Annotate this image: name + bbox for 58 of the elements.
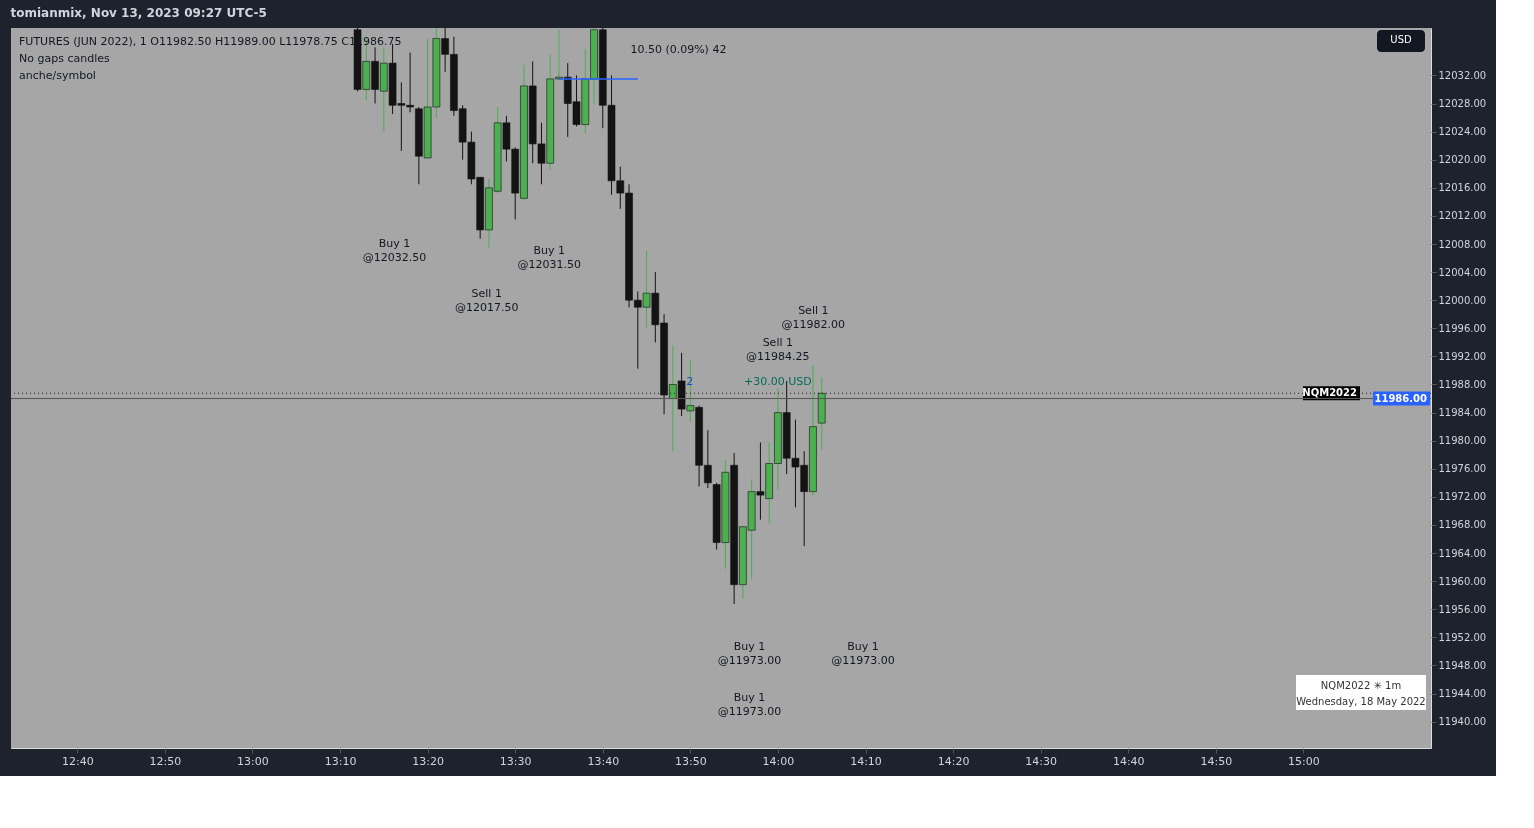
y-tick-label: 11952.00 [1438, 631, 1487, 643]
x-tick-label: 12:50 [149, 754, 182, 768]
y-tick-label: 11984.00 [1438, 407, 1487, 419]
x-tick-label: 14:10 [850, 754, 882, 768]
annotation: 10.50 (0.09%) 42 [630, 42, 727, 56]
y-tick-label: 11968.00 [1438, 519, 1487, 531]
text: tomianmix, Nov 13, 2023 09:27 UTC-5 [10, 5, 267, 20]
x-tick-label: 13:00 [237, 754, 269, 768]
text: No gaps candles [19, 52, 110, 65]
x-tick-label: 13:50 [675, 754, 707, 768]
x-tick-label: 13:30 [499, 754, 532, 768]
y-tick-label: 12008.00 [1438, 238, 1487, 250]
y-tick-label: 11980.00 [1438, 435, 1487, 447]
annotation: Wednesday, 18 May 2022 [1296, 696, 1426, 707]
y-tick-label: 12028.00 [1438, 98, 1487, 110]
x-tick-label: 12:40 [61, 754, 94, 768]
x-tick-label: 14:30 [1025, 754, 1058, 768]
y-tick-label: 11960.00 [1438, 575, 1487, 587]
annotation: USD [1390, 34, 1412, 45]
x-tick-label: 13:40 [587, 754, 620, 768]
x-tick-label: 13:10 [324, 754, 357, 768]
y-tick-label: 11972.00 [1438, 491, 1487, 503]
annotation: Buy 1 @12031.50 [517, 244, 581, 272]
y-tick-label: 11988.00 [1438, 378, 1487, 390]
annotation: Buy 1 @11973.00 [831, 640, 895, 668]
y-tick-label: 11964.00 [1438, 547, 1487, 559]
x-tick-label: 15:00 [1288, 754, 1320, 768]
annotation: 2 [686, 375, 694, 389]
y-tick-label: 11976.00 [1438, 463, 1487, 475]
ref-line-label: NQM2022 [1302, 387, 1358, 399]
x-tick-label: 14:00 [762, 754, 795, 768]
x-tick-label: 13:20 [412, 754, 444, 768]
y-tick-label: 12032.00 [1438, 69, 1487, 81]
y-tick-label: 12012.00 [1438, 210, 1487, 222]
annotation: Buy 1 @12032.50 [362, 237, 427, 264]
y-tick-label: 11996.00 [1438, 322, 1487, 334]
annotation: Buy 1 @11973.00 [717, 640, 782, 668]
y-tick-label: 12016.00 [1438, 182, 1487, 194]
y-tick-label: 11944.00 [1438, 688, 1487, 700]
annotation: Sell 1 @11982.00 [781, 303, 846, 331]
annotation: Buy 1 @11973.00 [717, 690, 782, 718]
y-tick-label: 11992.00 [1438, 350, 1487, 362]
annotation: Sell 1 @11984.25 [746, 335, 810, 363]
y-tick-label: 11956.00 [1438, 603, 1487, 615]
ref-line-label: 11986.00 [1374, 392, 1428, 404]
y-tick-label: 11940.00 [1438, 716, 1487, 728]
x-tick-label: 14:50 [1200, 754, 1233, 768]
annotation: NQM2022 ✳ 1m [1320, 680, 1402, 691]
y-tick-label: 11948.00 [1438, 659, 1487, 671]
annotation: +30.00 USD [743, 375, 812, 389]
annotation: anche/symbol [19, 69, 96, 82]
annotation: Sell 1 @12017.50 [454, 287, 519, 315]
x-tick-label: 14:20 [937, 754, 970, 768]
y-tick-label: 12004.00 [1438, 266, 1487, 278]
y-tick-label: 12020.00 [1438, 154, 1487, 166]
y-tick-label: 12000.00 [1438, 294, 1487, 306]
y-tick-label: 12024.00 [1438, 126, 1487, 138]
x-tick-label: 14:40 [1112, 754, 1145, 768]
